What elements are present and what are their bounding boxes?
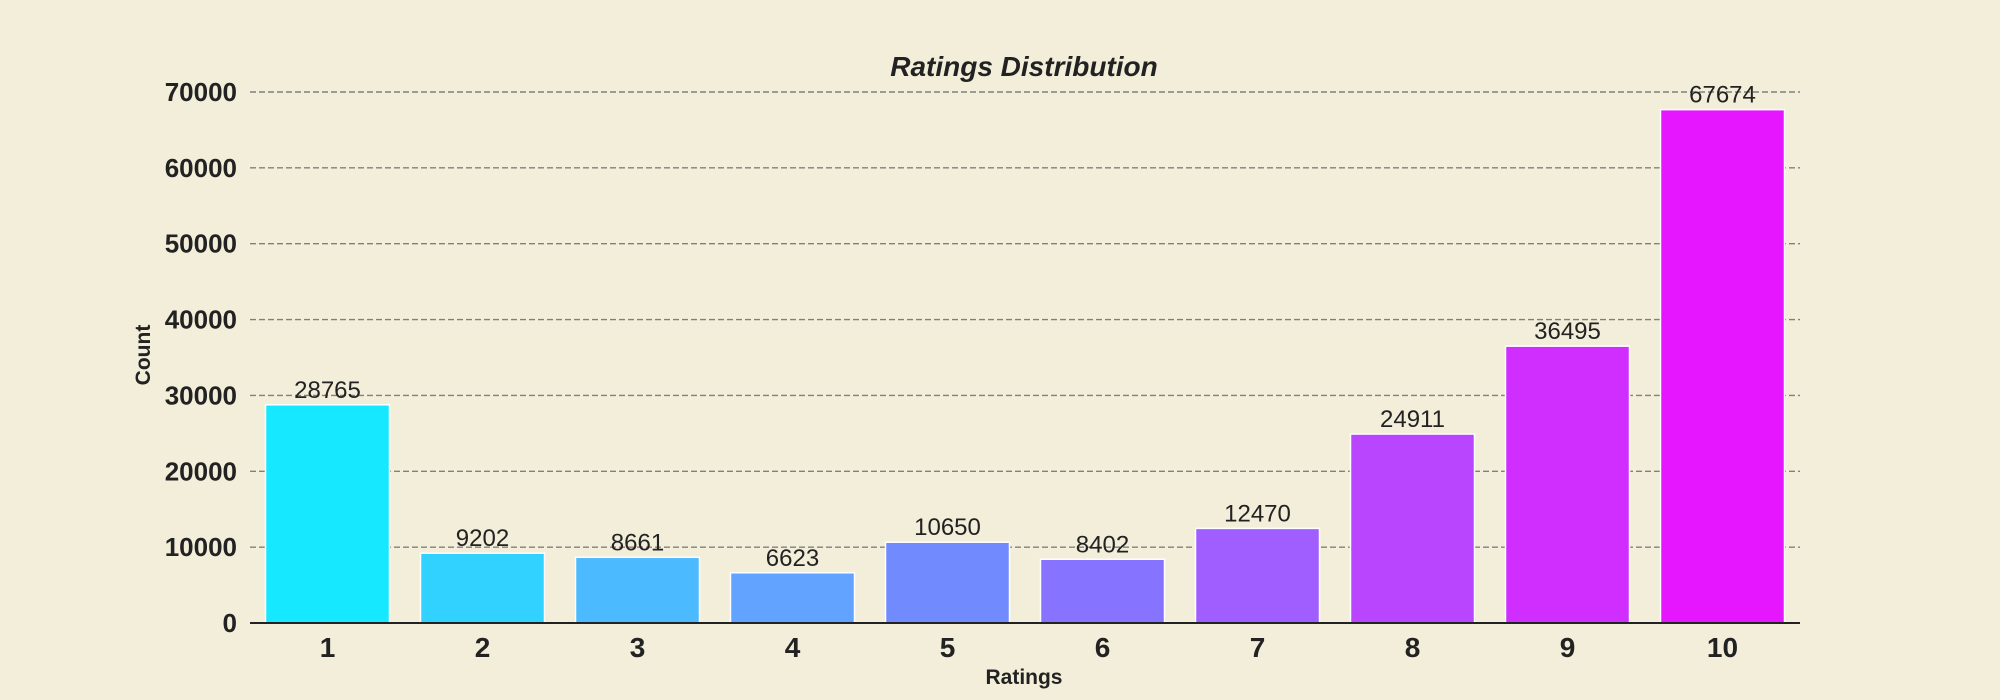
bar-rating-1 [264,404,391,624]
x-tick-label: 3 [630,632,646,663]
x-tick-label: 6 [1095,632,1111,663]
chart-title: Ratings Distribution [890,51,1158,82]
y-tick-label: 20000 [165,456,237,486]
x-tick-label: 9 [1560,632,1576,663]
bar-rating-7 [1194,527,1321,624]
x-tick-label: 4 [785,632,801,663]
bar-value-label: 12470 [1224,500,1291,527]
bar-value-labels: 28765 9202 8661 6623 10650 8402 12470 24911 3649… [294,82,1756,572]
x-tick-label: 8 [1405,632,1421,663]
x-tick-label: 5 [940,632,956,663]
y-tick-label: 10000 [165,532,237,562]
y-tick-label: 0 [223,608,237,638]
bar-rating-4 [729,572,856,624]
y-axis-ticks: 0 10000 20000 30000 40000 50000 60000 70000 [165,77,237,638]
x-axis-title: Ratings [985,666,1062,689]
y-tick-label: 40000 [165,305,237,335]
y-axis-title: Count [132,325,155,386]
x-axis-ticks: 1 2 3 4 5 6 7 8 9 10 [320,632,1738,663]
bar-value-label: 6623 [766,545,819,572]
y-tick-label: 30000 [165,380,237,410]
bar-rating-10 [1659,108,1786,624]
bar-rating-3 [574,556,701,624]
bar-value-label: 36495 [1534,318,1601,345]
bar-value-label: 9202 [456,525,509,552]
bar-rating-5 [884,541,1011,624]
bar-value-label: 67674 [1689,82,1756,109]
bar-rating-2 [419,552,546,624]
bar-value-label: 28765 [294,377,361,404]
y-tick-label: 60000 [165,153,237,183]
x-tick-label: 7 [1250,632,1266,663]
x-tick-label: 1 [320,632,336,663]
y-tick-label: 50000 [165,229,237,259]
bar-rating-8 [1349,433,1476,624]
bar-value-label: 24911 [1380,406,1445,433]
bar-rating-9 [1504,345,1631,624]
bar-value-label: 10650 [914,514,981,541]
bars [264,108,1786,624]
bar-rating-6 [1039,558,1166,624]
bar-value-label: 8661 [611,529,664,556]
x-tick-label: 10 [1707,632,1738,663]
y-tick-label: 70000 [165,77,237,107]
bar-value-label: 8402 [1076,531,1129,558]
x-tick-label: 2 [475,632,491,663]
